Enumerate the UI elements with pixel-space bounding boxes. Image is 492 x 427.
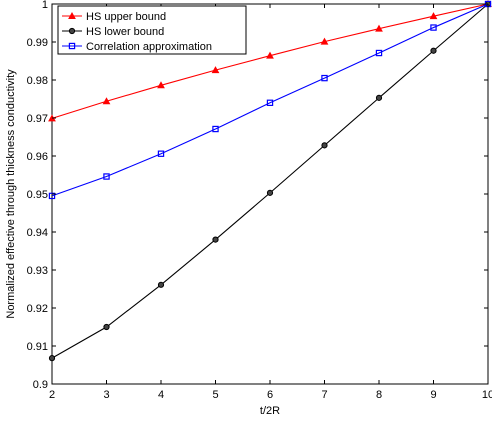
- data-point: [266, 99, 274, 106]
- x-tick-label: 4: [158, 389, 164, 401]
- y-tick-label: 0.96: [27, 151, 48, 163]
- x-tick-label: 7: [321, 389, 327, 401]
- data-point: [321, 142, 328, 149]
- y-tick-label: 1: [42, 0, 48, 11]
- y-tick-label: 0.97: [27, 113, 48, 125]
- y-axis-label: Normalized effective through thickness c…: [5, 69, 17, 319]
- data-point: [157, 150, 165, 157]
- data-point: [430, 24, 437, 31]
- data-point: [266, 51, 274, 59]
- legend-entry: Correlation approximation: [62, 41, 212, 53]
- data-point: [375, 49, 383, 57]
- y-tick-label: 0.98: [27, 75, 48, 87]
- y-tick-label: 0.9: [33, 379, 48, 391]
- data-point: [212, 236, 219, 243]
- data-point: [211, 66, 220, 74]
- data-point: [103, 173, 110, 180]
- legend-label: Correlation approximation: [86, 41, 212, 53]
- x-tick-label: 9: [430, 389, 436, 401]
- data-point: [321, 74, 328, 82]
- y-tick-label: 0.99: [27, 37, 48, 49]
- series-line: [51, 3, 489, 197]
- data-point: [212, 125, 219, 133]
- data-point: [430, 47, 437, 54]
- legend-box: [57, 5, 247, 55]
- y-tick-label: 0.95: [27, 189, 48, 201]
- data-point: [266, 189, 274, 196]
- data-point: [320, 37, 329, 45]
- legend-label: HS lower bound: [86, 26, 164, 38]
- data-point: [102, 97, 111, 105]
- data-point: [103, 323, 110, 331]
- axes: 2 3 4 5 6 7 8 9 10 0.9 0.91 0.92 0.93 0.94 0.95 0.96 0.9…: [5, 0, 492, 417]
- data-point: [429, 12, 438, 20]
- legend-label: HS upper bound: [86, 11, 166, 23]
- y-tick-label: 0.93: [27, 265, 48, 277]
- x-tick-label: 5: [212, 389, 218, 401]
- series-1: [48, 0, 492, 362]
- data-point: [157, 81, 165, 89]
- x-tick-label: 6: [267, 389, 273, 401]
- x-tick-label: 8: [376, 389, 382, 401]
- x-axis-label: t/2R: [260, 405, 280, 417]
- y-tick-label: 0.92: [27, 303, 48, 315]
- y-tick-label: 0.94: [27, 227, 48, 239]
- legend-entry: HS lower bound: [62, 26, 164, 38]
- data-point: [48, 355, 56, 362]
- legend-marker: [68, 27, 76, 35]
- x-tick-label: 3: [103, 389, 109, 401]
- x-tick-label: 10: [482, 389, 492, 401]
- data-point: [48, 192, 56, 200]
- legend-entry: HS upper bound: [62, 11, 166, 23]
- data-point: [375, 94, 383, 101]
- data-point: [157, 281, 165, 288]
- data-point: [375, 24, 383, 32]
- y-tick-label: 0.91: [27, 341, 48, 353]
- legend-marker: [68, 42, 76, 50]
- x-tick-label: 2: [49, 389, 55, 401]
- legend: HS upper bound HS lower bound Correlation …: [57, 5, 247, 55]
- legend-marker: [68, 11, 76, 19]
